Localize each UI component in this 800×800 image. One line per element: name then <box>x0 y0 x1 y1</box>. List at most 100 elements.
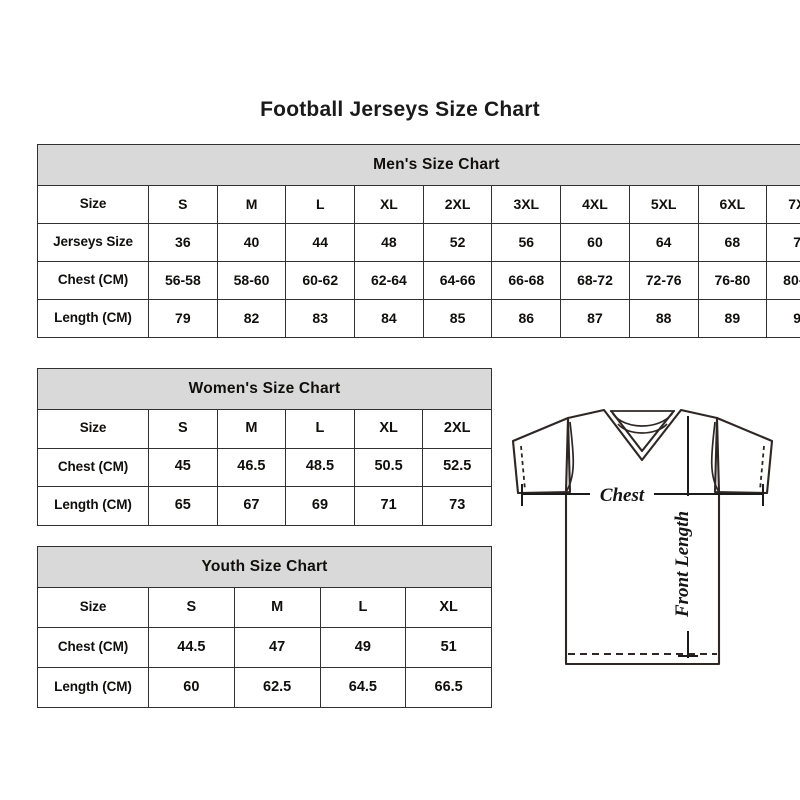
column-header-2xl: 2XL <box>422 409 493 449</box>
table-cell: 86 <box>491 299 562 338</box>
left-cuff-stitch-line <box>520 445 526 491</box>
table-cell: 44.5 <box>148 627 235 668</box>
column-header-4xl: 4XL <box>560 185 630 224</box>
table-cell: 82 <box>216 299 287 338</box>
table-header-row: Size S M L XL 2XL <box>37 409 493 449</box>
column-header-m: M <box>216 185 287 224</box>
column-header-6xl: 6XL <box>697 185 768 224</box>
table-cell: 76-80 <box>697 261 768 300</box>
table-cell: 73 <box>422 486 493 526</box>
row-label: Chest (CM) <box>37 261 149 300</box>
table-cell: 48 <box>354 223 424 262</box>
table-cell: 40 <box>216 223 287 262</box>
table-cell: 51 <box>405 627 493 668</box>
left-armhole-seam <box>565 421 575 493</box>
front-length-label: Front Length <box>672 511 693 618</box>
table-cell: 45 <box>148 447 218 487</box>
table-header-row: Size S M L XL <box>37 587 493 628</box>
table-cell: 64.5 <box>319 667 407 708</box>
table-cell: 89 <box>697 299 768 338</box>
table-cell: 68-72 <box>560 261 630 300</box>
table-cell: 46.5 <box>216 447 287 487</box>
column-header-3xl: 3XL <box>491 185 562 224</box>
column-header-s: S <box>148 587 235 628</box>
table-row: Length (CM) 65 67 69 71 73 <box>37 486 493 526</box>
youth-table-title: Youth Size Chart <box>36 546 493 588</box>
shirt-body-outline <box>564 408 721 666</box>
womens-size-table: Women's Size Chart Size S M L XL 2XL Che… <box>36 368 493 526</box>
table-cell: 68 <box>697 223 768 262</box>
table-cell: 44 <box>285 223 356 262</box>
table-cell: 60 <box>560 223 630 262</box>
column-header-size: Size <box>37 185 149 224</box>
table-cell: 56 <box>491 223 562 262</box>
table-cell: 36 <box>148 223 218 262</box>
table-cell: 69 <box>285 486 355 526</box>
column-header-l: L <box>319 587 407 628</box>
vneck-inner-line <box>610 410 675 453</box>
table-cell: 67 <box>216 486 287 526</box>
row-label: Jerseys Size <box>37 223 149 262</box>
table-cell: 58-60 <box>216 261 287 300</box>
row-label: Length (CM) <box>37 299 149 338</box>
womens-table-title: Women's Size Chart <box>36 368 493 410</box>
tshirt-measurement-diagram: Chest Front Length <box>500 396 785 696</box>
column-header-m: M <box>216 409 287 449</box>
column-header-2xl: 2XL <box>422 185 493 224</box>
table-cell: 80-84 <box>766 261 800 300</box>
column-header-s: S <box>148 185 218 224</box>
table-cell: 52.5 <box>422 447 493 487</box>
table-row: Chest (CM) 44.5 47 49 51 <box>37 627 493 668</box>
table-cell: 79 <box>148 299 218 338</box>
table-cell: 66-68 <box>491 261 562 300</box>
table-cell: 72-76 <box>628 261 699 300</box>
table-cell: 71 <box>353 486 424 526</box>
table-cell: 47 <box>233 627 321 668</box>
table-cell: 84 <box>354 299 424 338</box>
row-label: Length (CM) <box>37 486 149 526</box>
table-row: Chest (CM) 45 46.5 48.5 50.5 52.5 <box>37 447 493 487</box>
column-header-size: Size <box>37 587 149 628</box>
table-cell: 50.5 <box>353 447 424 487</box>
table-cell: 48.5 <box>285 447 355 487</box>
table-cell: 64-66 <box>422 261 493 300</box>
youth-size-table: Youth Size Chart Size S M L XL Chest (CM… <box>36 546 493 708</box>
table-cell: 90 <box>766 299 800 338</box>
column-header-5xl: 5XL <box>628 185 699 224</box>
table-header-row: Size S M L XL 2XL 3XL 4XL 5XL 6XL 7XL <box>37 185 800 224</box>
table-cell: 60 <box>148 667 235 708</box>
table-title-row: Men's Size Chart <box>37 144 800 186</box>
table-cell: 64 <box>628 223 699 262</box>
table-row: Chest (CM) 56-58 58-60 60-62 62-64 64-66… <box>37 261 800 300</box>
row-label: Length (CM) <box>37 667 149 708</box>
mens-size-table: Men's Size Chart Size S M L XL 2XL 3XL 4… <box>37 144 800 338</box>
table-cell: 65 <box>148 486 218 526</box>
row-label: Chest (CM) <box>37 447 149 487</box>
table-row: Length (CM) 60 62.5 64.5 66.5 <box>37 667 493 708</box>
table-cell: 83 <box>285 299 356 338</box>
left-sleeve-shape <box>511 416 572 495</box>
chest-label: Chest <box>600 485 645 506</box>
table-cell: 88 <box>628 299 699 338</box>
table-cell: 56-58 <box>148 261 218 300</box>
table-cell: 62.5 <box>233 667 321 708</box>
table-cell: 52 <box>422 223 493 262</box>
column-header-xl: XL <box>405 587 493 628</box>
column-header-m: M <box>233 587 321 628</box>
column-header-l: L <box>285 409 355 449</box>
column-header-s: S <box>148 409 218 449</box>
column-header-7xl: 7XL <box>766 185 800 224</box>
table-cell: 60-62 <box>285 261 356 300</box>
table-title-row: Youth Size Chart <box>36 546 493 588</box>
table-cell: 72 <box>766 223 800 262</box>
table-cell: 66.5 <box>405 667 493 708</box>
right-armhole-seam <box>710 421 720 493</box>
mens-table-title: Men's Size Chart <box>37 144 800 186</box>
collar-arc-outer <box>612 413 673 427</box>
table-row: Length (CM) 79 82 83 84 85 86 87 88 89 9… <box>37 299 800 338</box>
column-header-xl: XL <box>354 185 424 224</box>
column-header-size: Size <box>37 409 149 449</box>
right-sleeve-shape <box>713 416 774 495</box>
table-cell: 87 <box>560 299 630 338</box>
collar-arc-inner <box>617 423 668 434</box>
